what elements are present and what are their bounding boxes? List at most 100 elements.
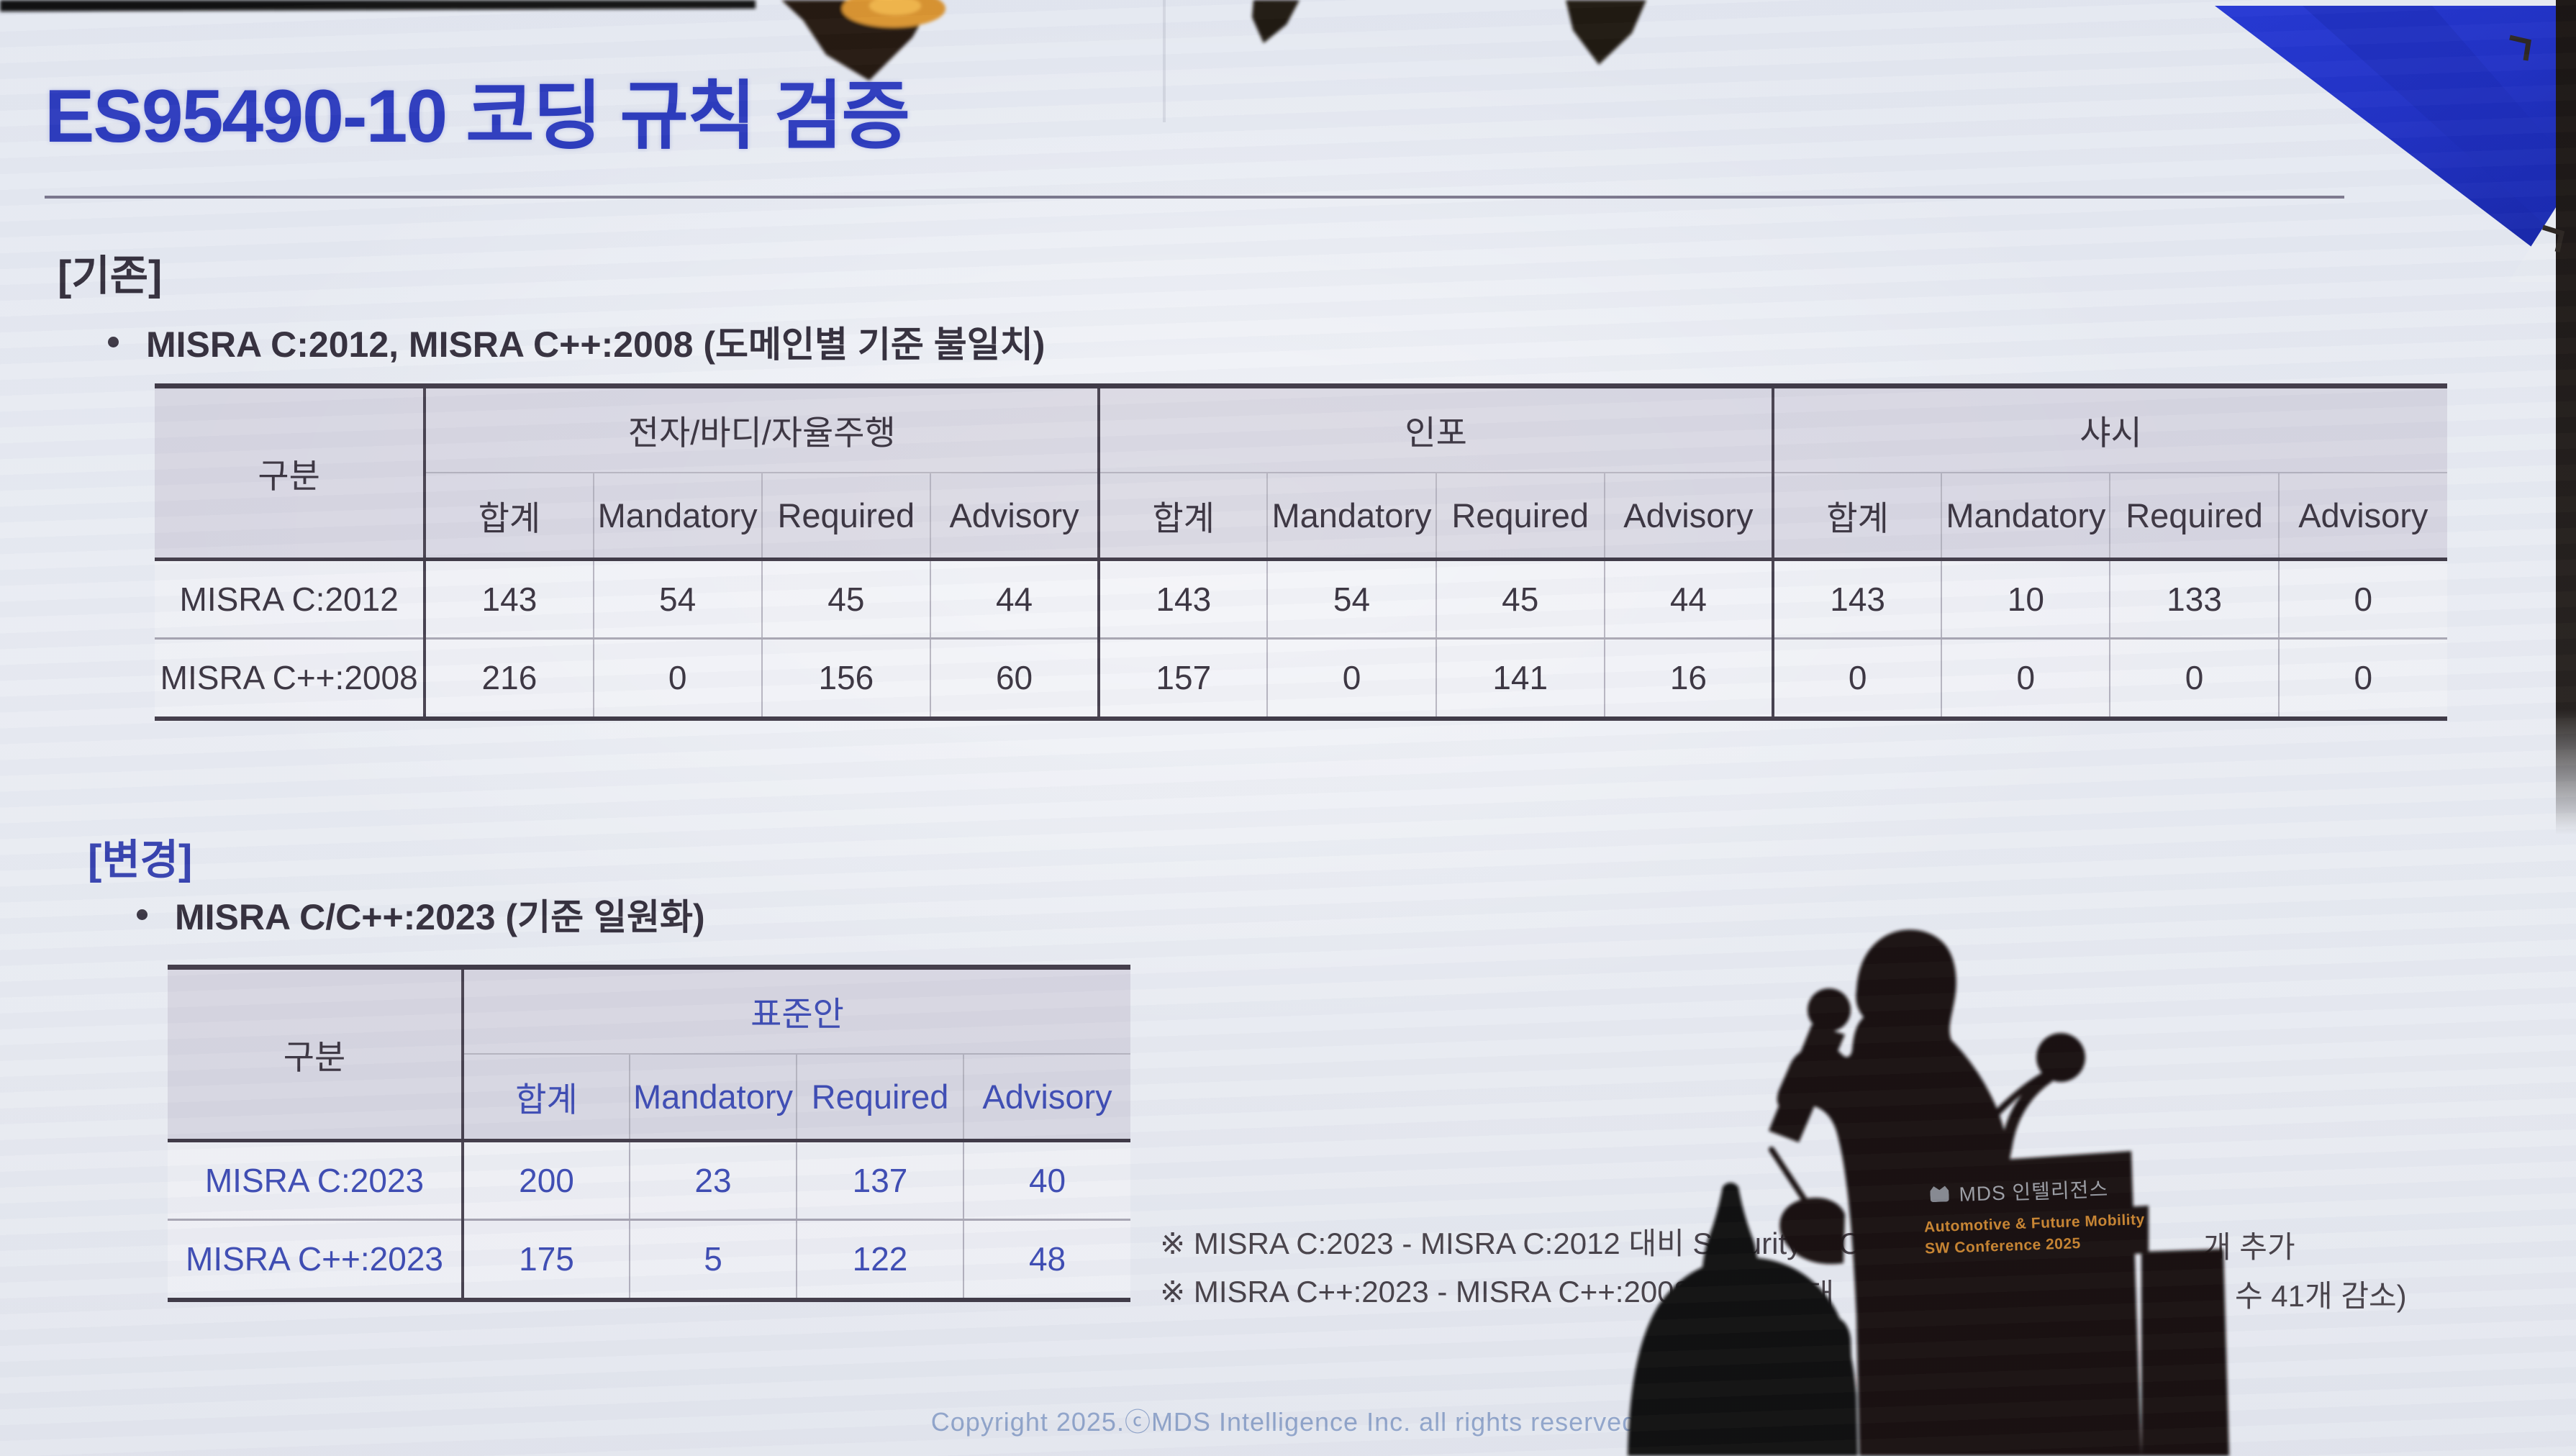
new-group-standard: 표준안: [461, 967, 1131, 1054]
sign-brand-text: MDS 인텔리전스: [1958, 1178, 2109, 1206]
table-row: MISRA C:2023 200 23 137 40: [168, 1140, 1131, 1221]
col-header: Mandatory: [592, 471, 762, 561]
screen-seam: [1163, 0, 1166, 122]
row-label: MISRA C:2023: [168, 1140, 463, 1221]
cell: 133: [2109, 559, 2279, 640]
stage-light-icon: [1566, 0, 1646, 65]
cell: 10: [1941, 559, 2110, 640]
ceiling-truss-bar: [0, 0, 756, 12]
title-underline: [45, 196, 2344, 199]
stage-light-icon: [1252, 0, 1300, 43]
cell: 0: [1772, 638, 1942, 719]
note-line1-right: 개 추가: [2203, 1230, 2295, 1264]
col-header: 합계: [461, 1052, 630, 1142]
col-header: Required: [761, 471, 930, 561]
bullet-legacy: MISRA C:2012, MISRA C++:2008 (도메인별 기준 불일…: [108, 317, 1045, 367]
table-row: MISRA C:2012 143 54 45 44 143 54 45 44 1…: [155, 559, 2447, 640]
mds-logo-icon: [1930, 1186, 1949, 1202]
cell: 216: [423, 638, 594, 719]
handheld-mic-icon: [1769, 1024, 1845, 1142]
cell: 45: [1435, 559, 1605, 640]
cell: 5: [629, 1219, 797, 1300]
bullet-changed: MISRA C/C++:2023 (기준 일원화): [137, 889, 705, 939]
cell: 137: [796, 1140, 963, 1221]
screen-hook-icon: [2541, 224, 2565, 252]
bullet-dot-icon: [137, 909, 148, 920]
col-header: Required: [1435, 471, 1605, 561]
col-header: 합계: [1097, 471, 1268, 561]
cell: 0: [1266, 638, 1436, 719]
row-label: MISRA C:2012: [155, 559, 425, 640]
section-tag-changed: [변경]: [88, 837, 193, 883]
row-label: MISRA C++:2023: [168, 1219, 463, 1300]
cell: 23: [629, 1140, 797, 1221]
cell: 48: [962, 1219, 1131, 1300]
note-line2-left: ※ MISRA C++:2023 - MISRA C++:2008 대: [1160, 1275, 1728, 1309]
sign-brand-row: MDS 인텔리전스: [1930, 1173, 2136, 1209]
cell: 141: [1435, 638, 1605, 719]
legacy-row-header: 구분: [155, 386, 425, 561]
stage-light-glow: [842, 0, 945, 27]
handheld-mic-icon: [1808, 988, 1851, 1032]
phone-silhouette: [1796, 1308, 1841, 1352]
sign-conference-line2: SW Conference 2025: [1924, 1234, 2082, 1257]
sign-conference-line1: Automotive & Future Mobility: [1923, 1211, 2146, 1236]
new-row-header: 구분: [168, 967, 463, 1142]
col-header: Advisory: [929, 471, 1099, 561]
legacy-group-chassis: 샤시: [1772, 386, 2447, 473]
col-header: Advisory: [2277, 471, 2447, 561]
section-tag-legacy: [기존]: [58, 252, 163, 299]
cell: 60: [929, 638, 1099, 719]
cell: 122: [796, 1219, 963, 1300]
bullet-legacy-text: MISRA C:2012, MISRA C++:2008 (도메인별 기준 불일…: [146, 324, 1046, 365]
cell: 0: [2277, 638, 2447, 719]
col-header: Mandatory: [1941, 471, 2110, 561]
screen-hook-icon: [2509, 35, 2531, 61]
bullet-dot-icon: [108, 336, 119, 347]
corner-triangle-graphic: [2215, 6, 2559, 268]
cell: 0: [2109, 638, 2279, 719]
corner-triangle-notch: [2508, 203, 2559, 282]
podium-sign: MDS 인텔리전스 Automotive & Future Mobility S…: [1897, 1148, 2146, 1300]
col-header: Required: [796, 1052, 963, 1142]
cell: 45: [761, 559, 930, 640]
cell: 143: [423, 559, 594, 640]
cell: 40: [962, 1140, 1131, 1221]
note-line2-mid: 17 대: [1764, 1278, 1835, 1311]
cell: 44: [1603, 559, 1774, 640]
table-row: MISRA C++:2008 216 0 156 60 157 0 141 16…: [155, 638, 2447, 719]
cell: 54: [1266, 559, 1436, 640]
cell: 0: [592, 638, 762, 719]
bullet-changed-text: MISRA C/C++:2023 (기준 일원화): [175, 897, 705, 937]
cell: 143: [1097, 559, 1268, 640]
pen-icon: [1769, 1147, 1808, 1203]
cell: 16: [1603, 638, 1774, 719]
col-header: Mandatory: [629, 1052, 797, 1142]
cell: 156: [761, 638, 930, 719]
slide-title: ES95490-10 코딩 규칙 검증: [45, 75, 910, 158]
legacy-group-info: 인포: [1097, 386, 1774, 473]
corner-triangle-shade: [2303, 6, 2559, 237]
cell: 200: [461, 1140, 630, 1221]
note-line2-right: 수 41개 감소): [2235, 1279, 2407, 1313]
cell: 44: [929, 559, 1099, 640]
stage-light-glow-core: [869, 0, 921, 15]
note-line1-left: ※ MISRA C:2023 - MISRA C:2012 대비 Securit…: [1160, 1227, 1878, 1260]
slide-footer: Copyright 2025.ⓒMDS Intelligence Inc. al…: [930, 1407, 1646, 1437]
col-header: Advisory: [962, 1052, 1131, 1142]
new-standard-table: 구분 표준안 합계 Mandatory Required Advisory MI…: [168, 965, 1131, 1302]
cell: 0: [1941, 638, 2110, 719]
cell: 143: [1772, 559, 1942, 640]
podium-mic-icon: [2036, 1033, 2085, 1082]
legacy-group-electronics: 전자/바디/자율주행: [423, 386, 1099, 473]
cell: 54: [592, 559, 762, 640]
legacy-standards-table: 구분 전자/바디/자율주행 인포 샤시 합계 Mandatory Require…: [155, 383, 2447, 721]
screen-right-edge: [2556, 0, 2576, 834]
col-header: Advisory: [1603, 471, 1774, 561]
row-label: MISRA C++:2008: [155, 638, 425, 719]
cell: 175: [461, 1219, 630, 1300]
col-header: Required: [2109, 471, 2279, 561]
col-header: 합계: [1772, 471, 1942, 561]
col-header: 합계: [423, 471, 594, 561]
